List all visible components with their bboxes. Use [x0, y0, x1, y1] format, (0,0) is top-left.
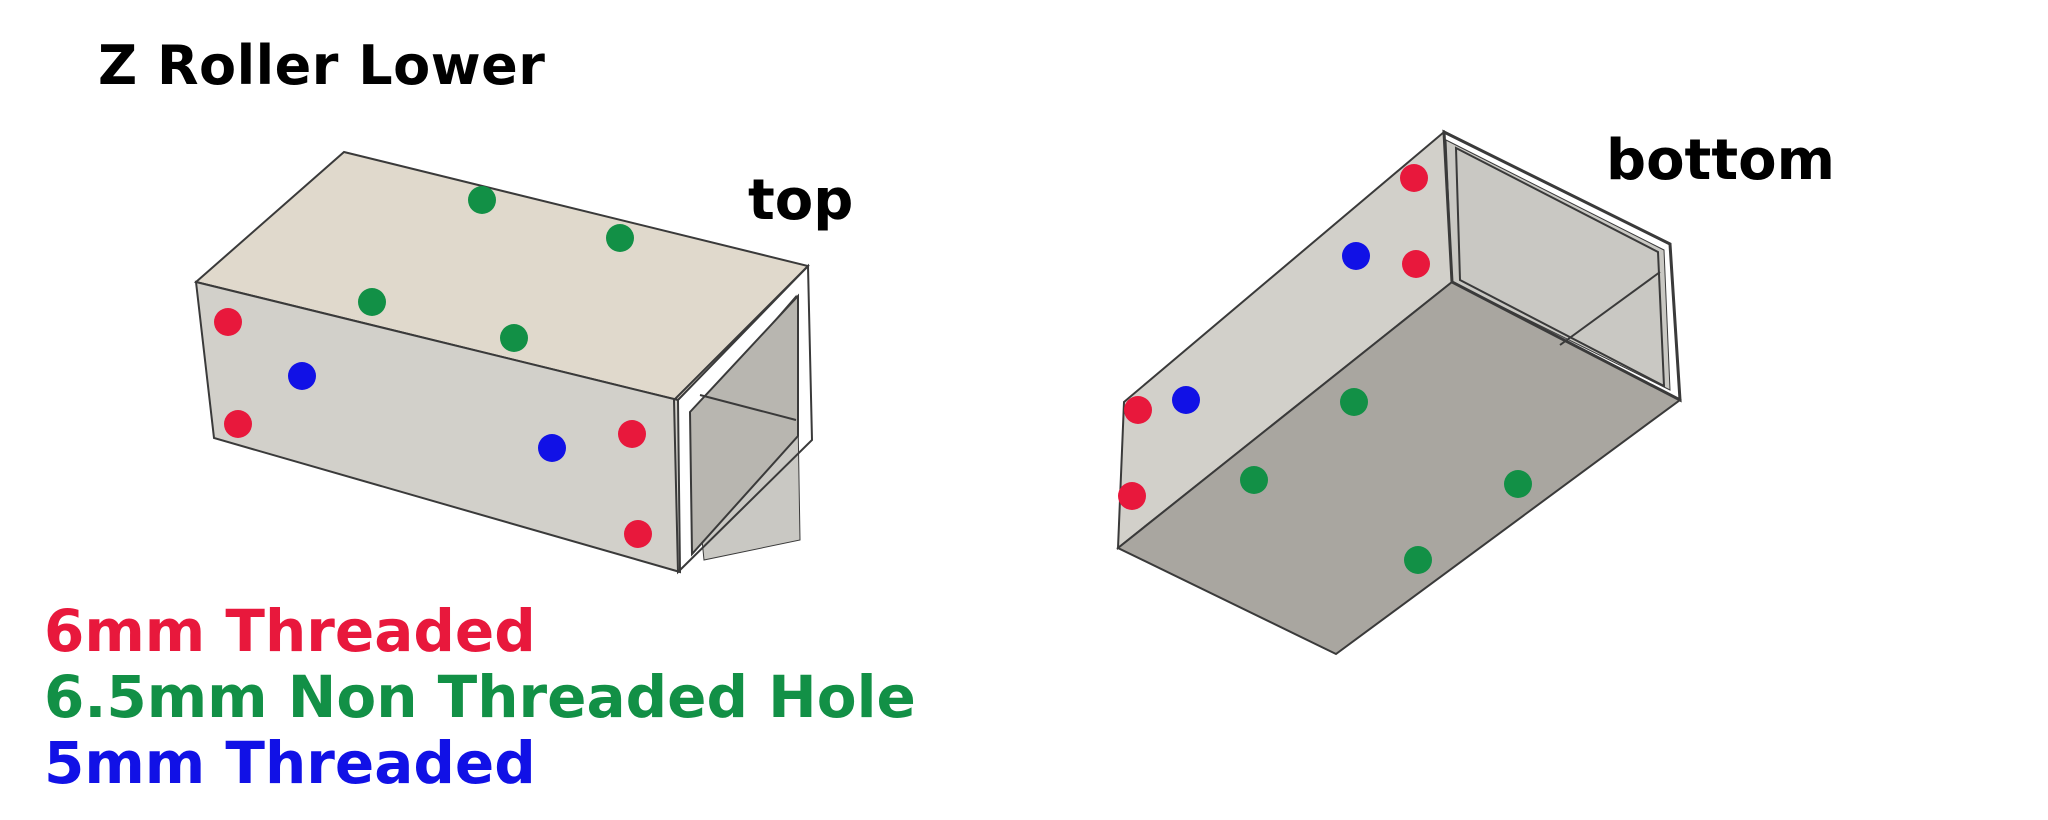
hole-6-5mm-non-threaded	[500, 324, 528, 352]
hole-5mm-threaded	[1172, 386, 1200, 414]
legend-item-6mm-threaded: 6mm Threaded	[44, 598, 916, 664]
hole-6-5mm-non-threaded	[1240, 466, 1268, 494]
hole-6-5mm-non-threaded	[1504, 470, 1532, 498]
hole-5mm-threaded	[1342, 242, 1370, 270]
top-view-tube	[196, 152, 812, 572]
hole-6mm-threaded	[1402, 250, 1430, 278]
hole-5mm-threaded	[538, 434, 566, 462]
hole-6-5mm-non-threaded	[358, 288, 386, 316]
bottom-view-tube	[1118, 132, 1680, 654]
hole-5mm-threaded	[288, 362, 316, 390]
hole-6-5mm-non-threaded	[606, 224, 634, 252]
legend-item-6-5mm-non-threaded-hole: 6.5mm Non Threaded Hole	[44, 664, 916, 730]
hole-6mm-threaded	[1118, 482, 1146, 510]
hole-6mm-threaded	[1124, 396, 1152, 424]
hole-6-5mm-non-threaded	[468, 186, 496, 214]
legend: 6mm Threaded 6.5mm Non Threaded Hole 5mm…	[44, 598, 916, 796]
hole-6-5mm-non-threaded	[1404, 546, 1432, 574]
hole-6mm-threaded	[624, 520, 652, 548]
hole-6mm-threaded	[618, 420, 646, 448]
hole-6mm-threaded	[1400, 164, 1428, 192]
hole-6mm-threaded	[224, 410, 252, 438]
legend-item-5mm-threaded: 5mm Threaded	[44, 730, 916, 796]
hole-6mm-threaded	[214, 308, 242, 336]
hole-6-5mm-non-threaded	[1340, 388, 1368, 416]
